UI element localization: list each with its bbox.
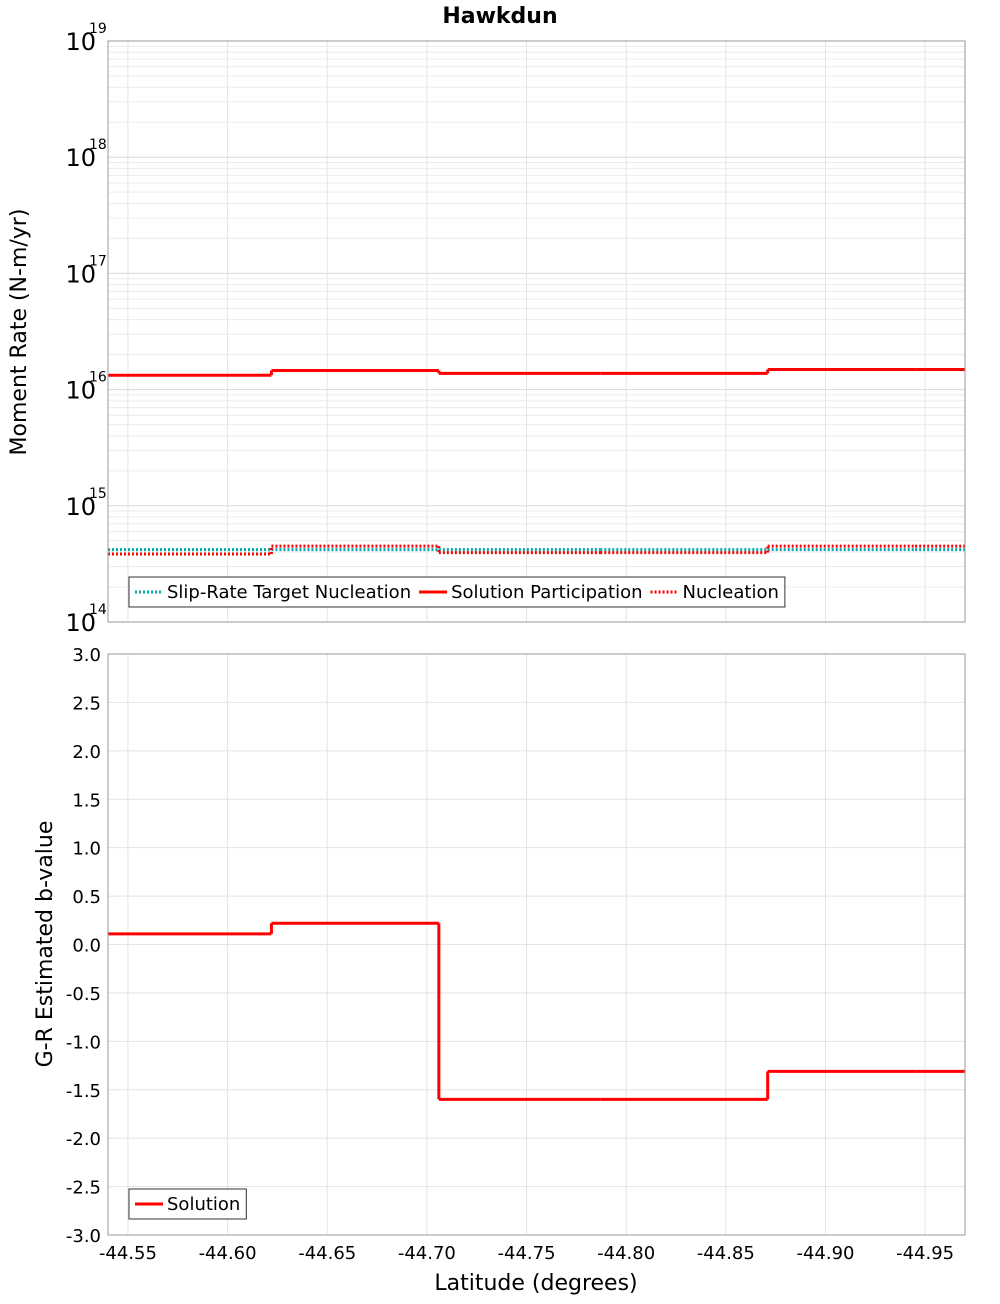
bottom-y-tick-label: -1.5 (66, 1081, 101, 1102)
x-axis-label: Latitude (degrees) (434, 1271, 637, 1296)
y-tick-exponent: 17 (89, 253, 107, 269)
legend-label: Solution (167, 1194, 240, 1215)
x-tick-label: -44.95 (896, 1243, 954, 1264)
x-tick-label: -44.80 (597, 1243, 655, 1264)
bottom-y-tick-label: -1.0 (66, 1032, 101, 1053)
x-tick-labels: -44.55 -44.60 -44.65 -44.70 -44.75 -44.80 -44.… (99, 1243, 954, 1264)
bottom-y-tick-label: -2.0 (66, 1129, 101, 1150)
y-tick-exponent: 14 (89, 602, 107, 618)
y-tick-base: 10 (65, 609, 96, 637)
chart-title: Hawkdun (442, 4, 557, 29)
top-plot-series (108, 367, 965, 556)
bottom-y-tick-label: 1.5 (72, 790, 101, 811)
legend-label: Nucleation (683, 582, 779, 603)
bottom-y-tick-label: 2.0 (72, 742, 101, 763)
bottom-y-tick-label: -0.5 (66, 984, 101, 1005)
bottom-y-tick-label: 1.0 (72, 839, 101, 860)
top-plot-grid (108, 41, 965, 623)
y-tick-base: 10 (65, 493, 96, 521)
bottom-legend: Solution (128, 1188, 247, 1220)
top-plot-frame (107, 40, 966, 623)
legend-label: Slip-Rate Target Nucleation (167, 582, 411, 603)
x-tick-label: -44.60 (199, 1243, 257, 1264)
x-tick-label: -44.75 (498, 1243, 556, 1264)
y-tick-exponent: 18 (89, 137, 107, 153)
x-tick-label: -44.70 (398, 1243, 456, 1264)
bottom-y-tick-label: 0.5 (72, 887, 101, 908)
bottom-y-tick-label: -3.0 (66, 1226, 101, 1247)
y-tick-exponent: 19 (89, 21, 107, 37)
bottom-plot-series (108, 921, 965, 1101)
bottom-y-tick-label: -2.5 (66, 1178, 101, 1199)
y-tick-base: 10 (65, 377, 96, 405)
top-series-nucleation (108, 544, 965, 556)
top-legend-item-nucleation: Nucleation (650, 582, 779, 603)
bottom-plot-frame (107, 653, 966, 1236)
bottom-series-solution (108, 921, 965, 1101)
x-tick-label: -44.85 (697, 1243, 755, 1264)
top-legend-item-solution-participation: Solution Participation (419, 582, 643, 603)
x-tick-label: -44.55 (99, 1243, 157, 1264)
top-legend-item-slip-rate-target-nucleation: Slip-Rate Target Nucleation (135, 582, 411, 603)
y-tick-base: 10 (65, 144, 96, 172)
top-series-solution-participation (108, 367, 965, 377)
x-tick-label: -44.90 (796, 1243, 854, 1264)
bottom-y-tick-labels: 3.0 2.5 2.0 1.5 1.0 0.5 0.0 -0.5 -1.0 -1.5 -2.0 -2.… (66, 645, 101, 1247)
legend-label: Solution Participation (451, 582, 642, 603)
bottom-y-axis-label: G-R Estimated b-value (33, 821, 58, 1068)
top-legend: Slip-Rate Target Nucleation Solution Part… (128, 576, 786, 608)
bottom-legend-item-solution: Solution (135, 1194, 240, 1215)
bottom-y-tick-label: 2.5 (72, 693, 101, 714)
top-y-axis-label: Moment Rate (N-m/yr) (7, 209, 32, 456)
bottom-y-tick-label: 0.0 (72, 936, 101, 957)
y-tick-base: 10 (65, 28, 96, 56)
x-tick-label: -44.65 (298, 1243, 356, 1264)
y-tick-base: 10 (65, 260, 96, 288)
y-tick-exponent: 16 (89, 370, 107, 386)
bottom-y-tick-label: 3.0 (72, 645, 101, 666)
y-tick-exponent: 15 (89, 486, 107, 502)
bottom-plot-grid (108, 653, 965, 1236)
